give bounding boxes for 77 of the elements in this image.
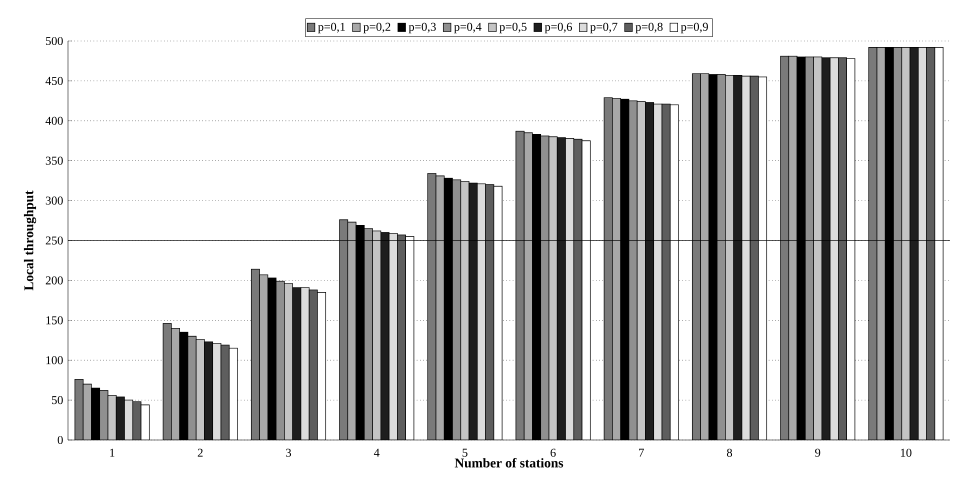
bar xyxy=(485,184,494,440)
bar xyxy=(662,104,671,440)
bar xyxy=(893,47,902,440)
legend-label: p=0,7 xyxy=(590,22,618,34)
y-tick-label: 450 xyxy=(46,76,63,85)
bar xyxy=(188,336,196,440)
bar xyxy=(653,104,662,440)
bar xyxy=(284,283,293,440)
bar xyxy=(725,74,734,440)
x-tick-label: 2 xyxy=(198,448,203,457)
bar xyxy=(364,228,373,440)
x-tick-label: 10 xyxy=(900,448,912,457)
x-tick-label: 3 xyxy=(286,448,292,457)
bar xyxy=(612,98,621,440)
bar xyxy=(628,100,638,440)
bar xyxy=(636,101,646,440)
bar xyxy=(876,47,886,440)
bar xyxy=(540,136,550,440)
bar xyxy=(308,290,318,440)
bar xyxy=(196,339,205,440)
x-tick-label: 5 xyxy=(462,448,468,457)
y-tick-label: 350 xyxy=(46,156,63,165)
y-tick-label: 0 xyxy=(58,436,63,444)
bar xyxy=(372,230,382,440)
bar xyxy=(716,74,726,440)
y-tick-label: 400 xyxy=(46,116,63,125)
legend-label: p=0,5 xyxy=(499,22,527,34)
y-tick-label: 50 xyxy=(52,396,63,404)
bar xyxy=(804,56,814,440)
bar xyxy=(259,274,268,440)
bar xyxy=(830,57,839,440)
x-tick-label: 6 xyxy=(550,448,556,457)
legend-label: p=0,3 xyxy=(408,22,436,34)
bar xyxy=(926,47,936,440)
y-tick-label: 100 xyxy=(46,356,63,364)
bar xyxy=(901,47,910,440)
bar xyxy=(742,76,751,440)
y-tick-label: 500 xyxy=(46,36,63,46)
x-tick-label: 4 xyxy=(374,448,380,457)
bar xyxy=(397,234,406,440)
x-tick-label: 8 xyxy=(726,448,732,457)
bar xyxy=(212,343,222,440)
x-tick-label: 9 xyxy=(815,448,820,457)
legend-label: p=0,6 xyxy=(544,22,572,34)
bar xyxy=(918,47,927,440)
y-axis-title: Local throughput xyxy=(24,190,36,290)
bar xyxy=(276,280,285,440)
y-tick-label: 200 xyxy=(46,276,63,284)
bar xyxy=(436,176,445,440)
legend-label: p=0,1 xyxy=(318,22,345,34)
y-tick-label: 250 xyxy=(46,236,63,245)
bar xyxy=(548,136,558,440)
bar xyxy=(788,56,798,440)
bar xyxy=(452,180,462,440)
bar xyxy=(171,328,180,440)
bar xyxy=(838,57,847,440)
bar xyxy=(476,184,486,440)
legend-label: p=0,9 xyxy=(680,22,708,34)
y-tick-label: 150 xyxy=(46,316,63,324)
bar xyxy=(460,181,470,440)
x-axis-title: Number of stations xyxy=(454,458,564,468)
legend-label: p=0,4 xyxy=(454,22,482,34)
legend-label: p=0,8 xyxy=(636,22,663,34)
bar xyxy=(573,138,582,440)
bar xyxy=(524,132,533,440)
y-tick-label: 300 xyxy=(46,196,63,205)
bar xyxy=(300,287,310,440)
x-tick-label: 1 xyxy=(110,448,114,457)
x-tick-label: 7 xyxy=(639,448,644,457)
legend-label: p=0,2 xyxy=(363,22,390,34)
bar xyxy=(220,344,230,440)
bar xyxy=(813,56,822,440)
bar xyxy=(700,73,710,440)
bar xyxy=(388,232,398,440)
bar xyxy=(565,138,574,440)
bar xyxy=(347,222,356,440)
bar xyxy=(750,76,759,440)
